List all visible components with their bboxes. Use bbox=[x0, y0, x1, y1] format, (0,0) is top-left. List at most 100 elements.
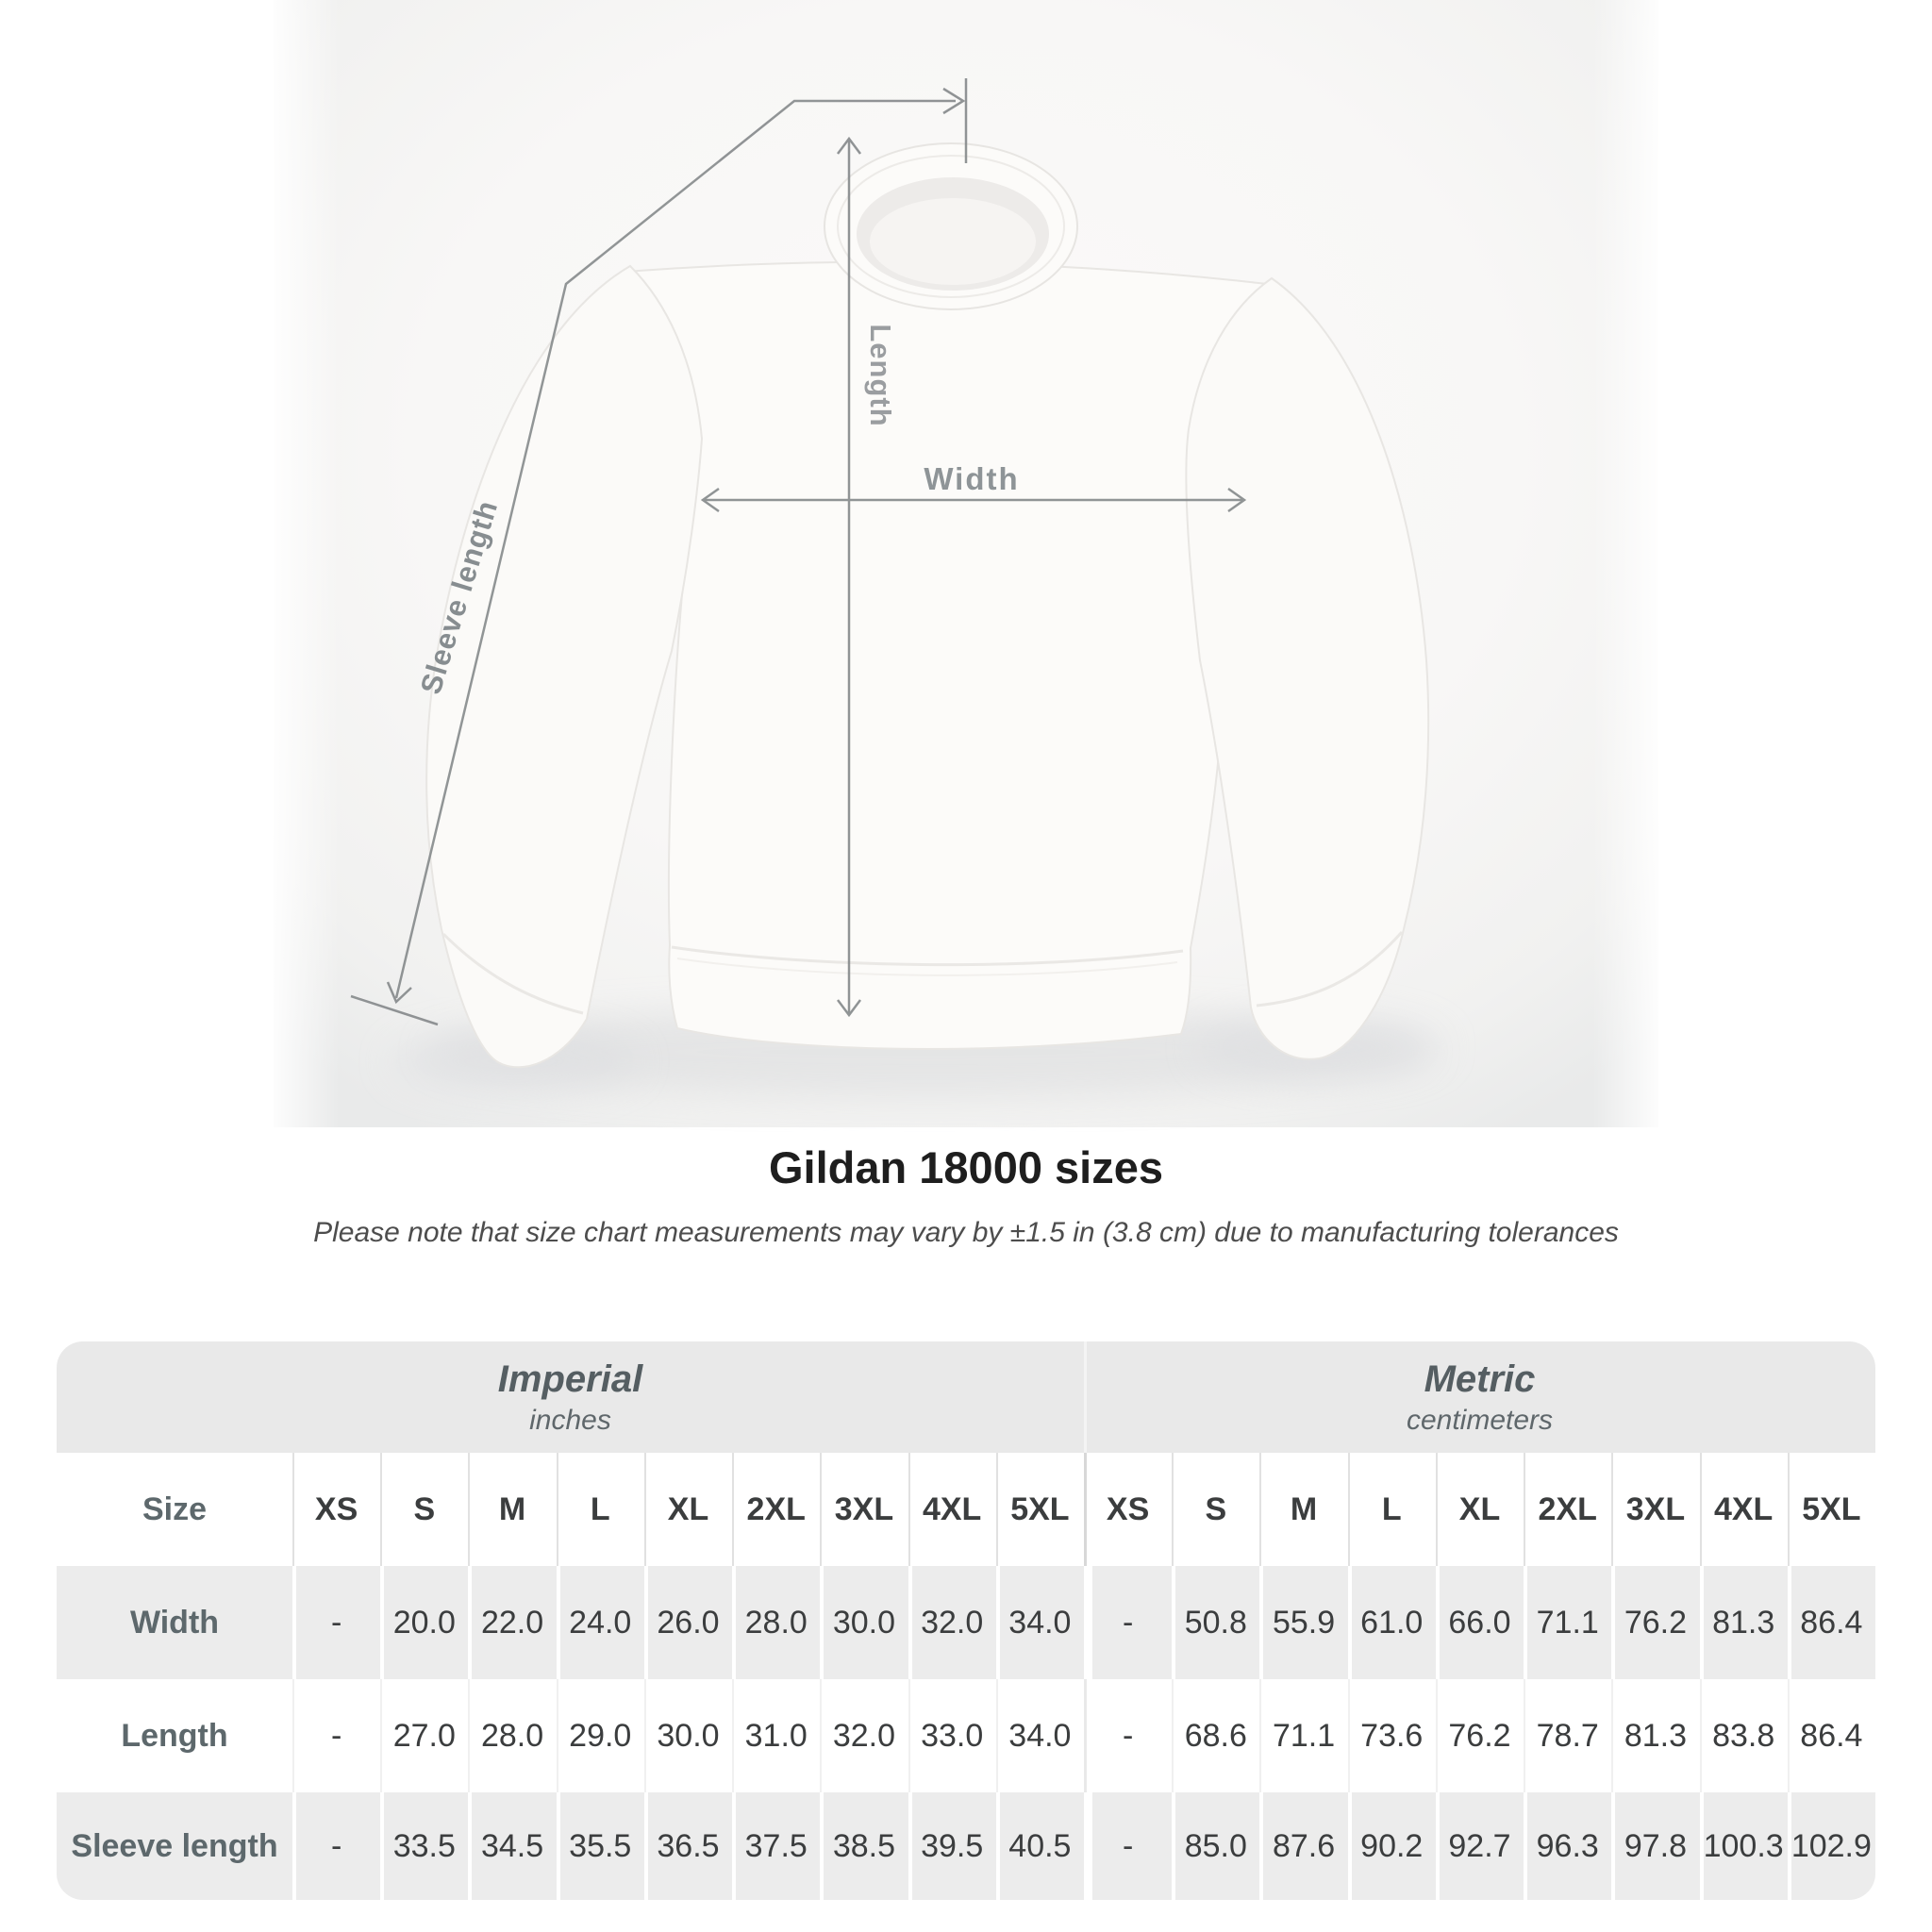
imperial-group-unit: inches bbox=[529, 1404, 611, 1436]
measurement-lines bbox=[350, 78, 1247, 1026]
sleeve-length-imperial-m-value: 34.5 bbox=[468, 1792, 556, 1900]
unit-group-header-row: Imperial inches Metric centimeters bbox=[57, 1341, 1875, 1453]
length-imperial-4xl-value: 33.0 bbox=[908, 1679, 996, 1792]
width-metric-5xl-value: 86.4 bbox=[1788, 1566, 1875, 1679]
sleeve-length-metric-s-value: 85.0 bbox=[1172, 1792, 1259, 1900]
width-metric-3xl-value: 76.2 bbox=[1611, 1566, 1699, 1679]
tolerance-note: Please note that size chart measurements… bbox=[313, 1217, 1619, 1248]
size-header-imperial-3xl: 3XL bbox=[820, 1453, 908, 1566]
right-cuff-seam bbox=[1256, 931, 1404, 1008]
size-header-imperial-l: L bbox=[557, 1453, 644, 1566]
sleeve-length-imperial-3xl-value: 38.5 bbox=[820, 1792, 908, 1900]
length-row: Length -27.0 28.0 29.0 30.0 31.0 32.0 33.0 34.0-… bbox=[57, 1679, 1875, 1792]
length-imperial-3xl-value: 32.0 bbox=[820, 1679, 908, 1792]
sleeve-length-metric-m-value: 87.6 bbox=[1259, 1792, 1347, 1900]
size-header-imperial-2xl: 2XL bbox=[732, 1453, 820, 1566]
hem-seam bbox=[671, 945, 1184, 967]
width-metric-xs-value: - bbox=[1084, 1566, 1172, 1679]
metric-group-header: Metric centimeters bbox=[1084, 1341, 1875, 1453]
length-line bbox=[837, 136, 861, 1018]
sleeve-length-row-label: Sleeve length bbox=[71, 1827, 278, 1864]
size-header-metric-xs: XS bbox=[1084, 1453, 1172, 1566]
width-row-label: Width bbox=[129, 1604, 220, 1641]
size-header-metric-2xl: 2XL bbox=[1524, 1453, 1611, 1566]
width-imperial-4xl-value: 32.0 bbox=[908, 1566, 996, 1679]
right-sleeve bbox=[1185, 276, 1430, 1060]
size-header-imperial-m: M bbox=[468, 1453, 556, 1566]
size-header-metric-5xl: 5XL bbox=[1788, 1453, 1875, 1566]
length-metric-l-value: 73.6 bbox=[1348, 1679, 1436, 1792]
length-imperial-s-value: 27.0 bbox=[380, 1679, 468, 1792]
sweatshirt-body bbox=[623, 260, 1277, 1050]
length-imperial-l-value: 29.0 bbox=[557, 1679, 644, 1792]
width-imperial-l-value: 24.0 bbox=[557, 1566, 644, 1679]
size-table-body: Width -20.0 22.0 24.0 26.0 28.0 30.0 32.0 34.0-5… bbox=[57, 1566, 1875, 1900]
width-metric-l-value: 61.0 bbox=[1348, 1566, 1436, 1679]
width-imperial-3xl-value: 30.0 bbox=[820, 1566, 908, 1679]
length-imperial-5xl-value: 34.0 bbox=[996, 1679, 1084, 1792]
width-metric-2xl-value: 71.1 bbox=[1524, 1566, 1611, 1679]
length-metric-3xl-value: 81.3 bbox=[1611, 1679, 1699, 1792]
size-header-metric-3xl: 3XL bbox=[1611, 1453, 1699, 1566]
size-header-metric-xl: XL bbox=[1436, 1453, 1524, 1566]
sleeve-length-imperial-xs-value: - bbox=[292, 1792, 380, 1900]
width-imperial-xs-value: - bbox=[292, 1566, 380, 1679]
length-metric-m-value: 71.1 bbox=[1259, 1679, 1347, 1792]
length-row-label: Length bbox=[121, 1717, 228, 1754]
width-imperial-m-value: 22.0 bbox=[468, 1566, 556, 1679]
length-metric-5xl-value: 86.4 bbox=[1788, 1679, 1875, 1792]
sleeve-length-imperial-l-value: 35.5 bbox=[557, 1792, 644, 1900]
cuff-tick bbox=[350, 994, 439, 1026]
size-header-imperial-s: S bbox=[380, 1453, 468, 1566]
length-imperial-xs-value: - bbox=[292, 1679, 380, 1792]
length-imperial-m-value: 28.0 bbox=[468, 1679, 556, 1792]
sleeve-length-imperial-5xl-value: 40.5 bbox=[996, 1792, 1084, 1900]
left-sleeve bbox=[425, 264, 704, 1069]
width-line bbox=[700, 487, 1247, 513]
width-metric-m-value: 55.9 bbox=[1259, 1566, 1347, 1679]
size-header-metric-m: M bbox=[1259, 1453, 1347, 1566]
sleeve-length-metric-xl-value: 92.7 bbox=[1436, 1792, 1524, 1900]
size-header-imperial-4xl: 4XL bbox=[908, 1453, 996, 1566]
sweatshirt-diagram bbox=[274, 0, 1658, 1127]
left-cuff-seam bbox=[441, 932, 584, 1015]
sleeve-length-imperial-2xl-value: 37.5 bbox=[732, 1792, 820, 1900]
length-metric-xl-value: 76.2 bbox=[1436, 1679, 1524, 1792]
sleeve-length-metric-5xl-value: 102.9 bbox=[1788, 1792, 1875, 1900]
sleeve-length-metric-xs-value: - bbox=[1084, 1792, 1172, 1900]
length-metric-4xl-value: 83.8 bbox=[1700, 1679, 1788, 1792]
width-metric-4xl-value: 81.3 bbox=[1700, 1566, 1788, 1679]
sleeve-length-imperial-4xl-value: 39.5 bbox=[908, 1792, 996, 1900]
width-imperial-s-value: 20.0 bbox=[380, 1566, 468, 1679]
sleeve-length-metric-3xl-value: 97.8 bbox=[1611, 1792, 1699, 1900]
sleeve-length-metric-2xl-value: 96.3 bbox=[1524, 1792, 1611, 1900]
size-header-metric-s: S bbox=[1172, 1453, 1259, 1566]
size-table: Imperial inches Metric centimeters Size X… bbox=[57, 1341, 1875, 1900]
imperial-group-header: Imperial inches bbox=[57, 1341, 1084, 1453]
length-measure-label: Length bbox=[864, 324, 897, 427]
metric-group-unit: centimeters bbox=[1406, 1404, 1554, 1436]
width-imperial-xl-value: 26.0 bbox=[644, 1566, 732, 1679]
size-header-metric-l: L bbox=[1348, 1453, 1436, 1566]
imperial-group-title: Imperial bbox=[497, 1357, 643, 1400]
size-header-imperial-xs: XS bbox=[292, 1453, 380, 1566]
width-measure-label: Width bbox=[924, 461, 1020, 496]
size-column-header: Size bbox=[142, 1491, 208, 1527]
sleeve-length-imperial-xl-value: 36.5 bbox=[644, 1792, 732, 1900]
width-imperial-2xl-value: 28.0 bbox=[732, 1566, 820, 1679]
length-imperial-xl-value: 30.0 bbox=[644, 1679, 732, 1792]
metric-group-title: Metric bbox=[1424, 1357, 1536, 1400]
page-title: Gildan 18000 sizes bbox=[768, 1142, 1164, 1192]
size-header-imperial-xl: XL bbox=[644, 1453, 732, 1566]
sleeve-length-metric-l-value: 90.2 bbox=[1348, 1792, 1436, 1900]
size-header-metric-4xl: 4XL bbox=[1700, 1453, 1788, 1566]
sleeve-length-imperial-s-value: 33.5 bbox=[380, 1792, 468, 1900]
size-header-row: Size XS S M L XL 2XL 3XL 4XL 5XL XS S M L XL 2XL 3XL 4XL 5… bbox=[57, 1453, 1875, 1566]
width-metric-xl-value: 66.0 bbox=[1436, 1566, 1524, 1679]
collar bbox=[824, 142, 1078, 310]
length-imperial-2xl-value: 31.0 bbox=[732, 1679, 820, 1792]
width-row: Width -20.0 22.0 24.0 26.0 28.0 30.0 32.0 34.0-5… bbox=[57, 1566, 1875, 1679]
length-metric-s-value: 68.6 bbox=[1172, 1679, 1259, 1792]
sleeve-length-metric-4xl-value: 100.3 bbox=[1700, 1792, 1788, 1900]
width-metric-s-value: 50.8 bbox=[1172, 1566, 1259, 1679]
